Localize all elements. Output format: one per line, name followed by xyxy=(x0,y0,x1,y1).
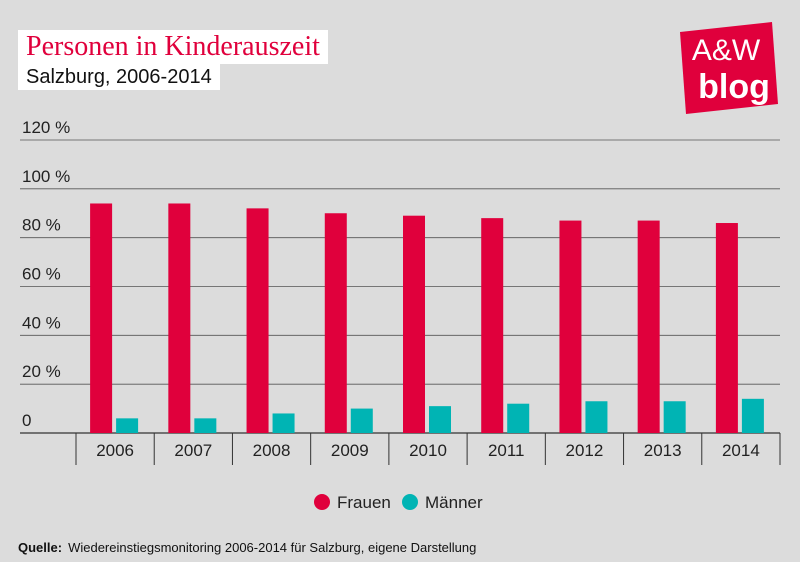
chart-title: Personen in Kinderauszeit xyxy=(18,30,328,64)
legend-marker xyxy=(402,494,418,510)
y-tick-label: 40 % xyxy=(22,313,61,332)
bar-maenner xyxy=(663,401,686,433)
legend-label: Männer xyxy=(425,493,483,512)
bar-frauen xyxy=(324,213,347,433)
bar-maenner xyxy=(350,408,373,433)
legend-label: Frauen xyxy=(337,493,391,512)
x-tick-label: 2008 xyxy=(253,441,291,460)
x-tick-label: 2012 xyxy=(566,441,604,460)
y-tick-label: 100 % xyxy=(22,167,70,186)
x-tick-label: 2009 xyxy=(331,441,369,460)
bar-frauen xyxy=(715,223,738,433)
legend-marker xyxy=(314,494,330,510)
y-tick-label: 60 % xyxy=(22,265,61,284)
source-note: Quelle: Wiedereinstiegsmonitoring 2006-20… xyxy=(18,540,476,555)
x-tick-label: 2010 xyxy=(409,441,447,460)
bar-maenner xyxy=(429,406,451,433)
logo-line2: blog xyxy=(698,68,770,106)
x-tick-label: 2011 xyxy=(488,441,525,460)
bar-maenner xyxy=(116,418,139,433)
bar-frauen xyxy=(168,203,191,433)
bar-maenner xyxy=(741,398,764,433)
x-tick-label: 2013 xyxy=(644,441,682,460)
bar-maenner xyxy=(507,403,530,433)
chart-subtitle: Salzburg, 2006-2014 xyxy=(18,64,220,90)
x-tick-label: 2006 xyxy=(96,441,134,460)
logo-line1: A&W xyxy=(692,34,761,67)
bar-frauen xyxy=(403,215,425,433)
x-tick-label: 2007 xyxy=(174,441,212,460)
aw-blog-logo: A&W blog xyxy=(680,22,778,114)
bar-frauen xyxy=(481,218,504,433)
y-tick-label: 120 % xyxy=(22,118,70,137)
source-text: Wiedereinstiegsmonitoring 2006-2014 für … xyxy=(68,540,477,555)
bar-frauen xyxy=(90,203,113,433)
bar-maenner xyxy=(272,413,295,433)
bar-maenner xyxy=(585,401,608,433)
source-label: Quelle: xyxy=(18,540,63,555)
y-tick-label: 20 % xyxy=(22,362,61,381)
y-tick-label: 80 % xyxy=(22,216,61,235)
y-tick-label: 0 xyxy=(22,411,31,430)
bar-frauen xyxy=(246,208,269,433)
bar-frauen xyxy=(637,220,660,433)
bar-maenner xyxy=(194,418,217,433)
x-tick-label: 2014 xyxy=(722,441,760,460)
bar-frauen xyxy=(559,220,582,433)
